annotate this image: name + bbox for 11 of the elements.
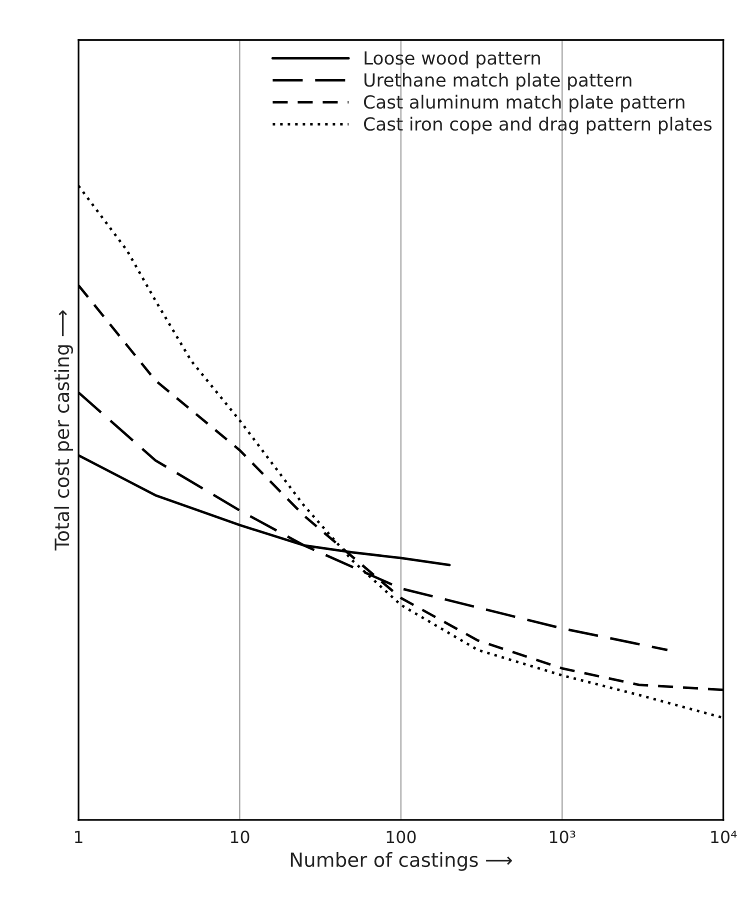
x-tick-label: 1 xyxy=(75,830,82,843)
x-tick-label: 10 xyxy=(230,830,250,844)
x-tick-label: 10⁴ xyxy=(711,830,737,844)
x-tick-label: 100 xyxy=(386,830,416,844)
legend-label: Urethane match plate pattern xyxy=(364,72,632,90)
x-axis-title: Number of castings ⟶ xyxy=(290,852,512,871)
legend-label: Cast aluminum match plate pattern xyxy=(364,94,684,112)
y-axis-title: Total cost per casting ⟶ xyxy=(54,310,73,551)
legend-label: Cast iron cope and drag pattern plates xyxy=(364,116,712,134)
legend-label: Loose wood pattern xyxy=(364,50,540,68)
x-tick-label: 10³ xyxy=(550,830,576,844)
